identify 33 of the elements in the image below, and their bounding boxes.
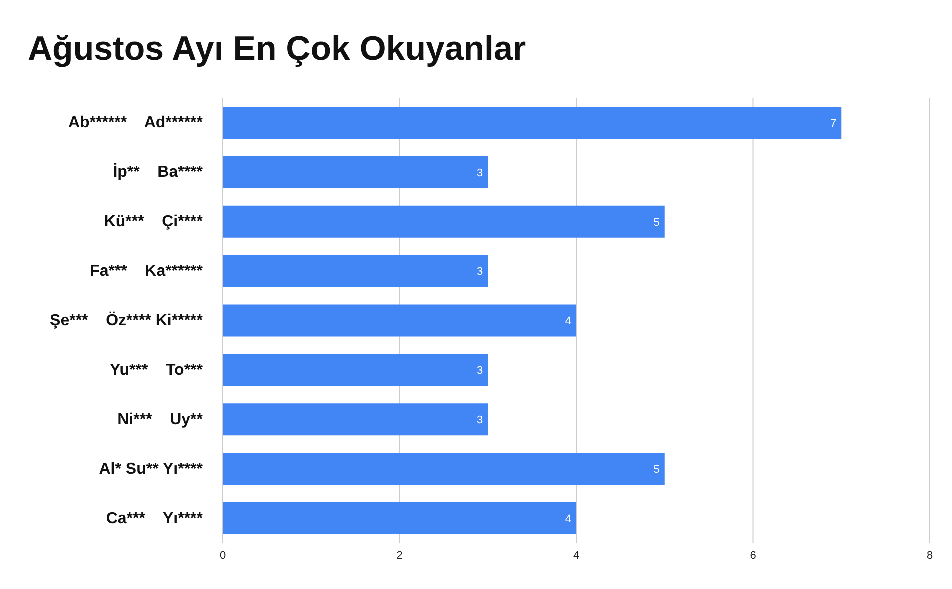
- x-tick-label: 6: [750, 550, 756, 562]
- data-label: 4: [565, 316, 572, 328]
- x-tick-label: 2: [396, 550, 403, 562]
- data-label: 3: [477, 167, 484, 180]
- bar: [223, 304, 576, 337]
- x-tick-label: 4: [573, 550, 580, 562]
- data-label: 5: [654, 464, 660, 476]
- bar: [223, 453, 665, 486]
- y-tick-label: Ab****** Ad******: [68, 114, 204, 132]
- bar: [223, 354, 488, 386]
- data-label: 3: [477, 266, 484, 278]
- y-tick-label: Ni*** Uy**: [118, 411, 204, 428]
- data-label: 4: [565, 513, 572, 526]
- y-tick-label: Ca*** Yı****: [106, 510, 204, 528]
- y-tick-label: Yu*** To***: [110, 362, 204, 379]
- data-label: 3: [477, 365, 484, 378]
- chart-title: Ağustos Ayı En Çok Okuyanlar: [28, 30, 526, 69]
- y-tick-label: Al* Su** Yı****: [99, 460, 204, 478]
- data-label: 3: [477, 414, 484, 427]
- x-tick-label: 0: [220, 550, 226, 562]
- bar: [223, 206, 665, 238]
- data-label: 7: [830, 118, 837, 130]
- y-tick-label: Fa*** Ka******: [90, 263, 204, 280]
- bar: [223, 502, 576, 535]
- data-label: 5: [654, 216, 660, 229]
- bar: [223, 404, 488, 436]
- bar: [223, 107, 842, 139]
- bar: [223, 255, 488, 288]
- y-tick-label: İp** Ba****: [113, 163, 204, 182]
- x-tick-label: 8: [926, 550, 934, 562]
- bar: [223, 156, 488, 188]
- y-tick-label: Şe*** Öz**** Ki*****: [50, 312, 204, 330]
- y-tick-label: Kü*** Çi****: [104, 214, 204, 231]
